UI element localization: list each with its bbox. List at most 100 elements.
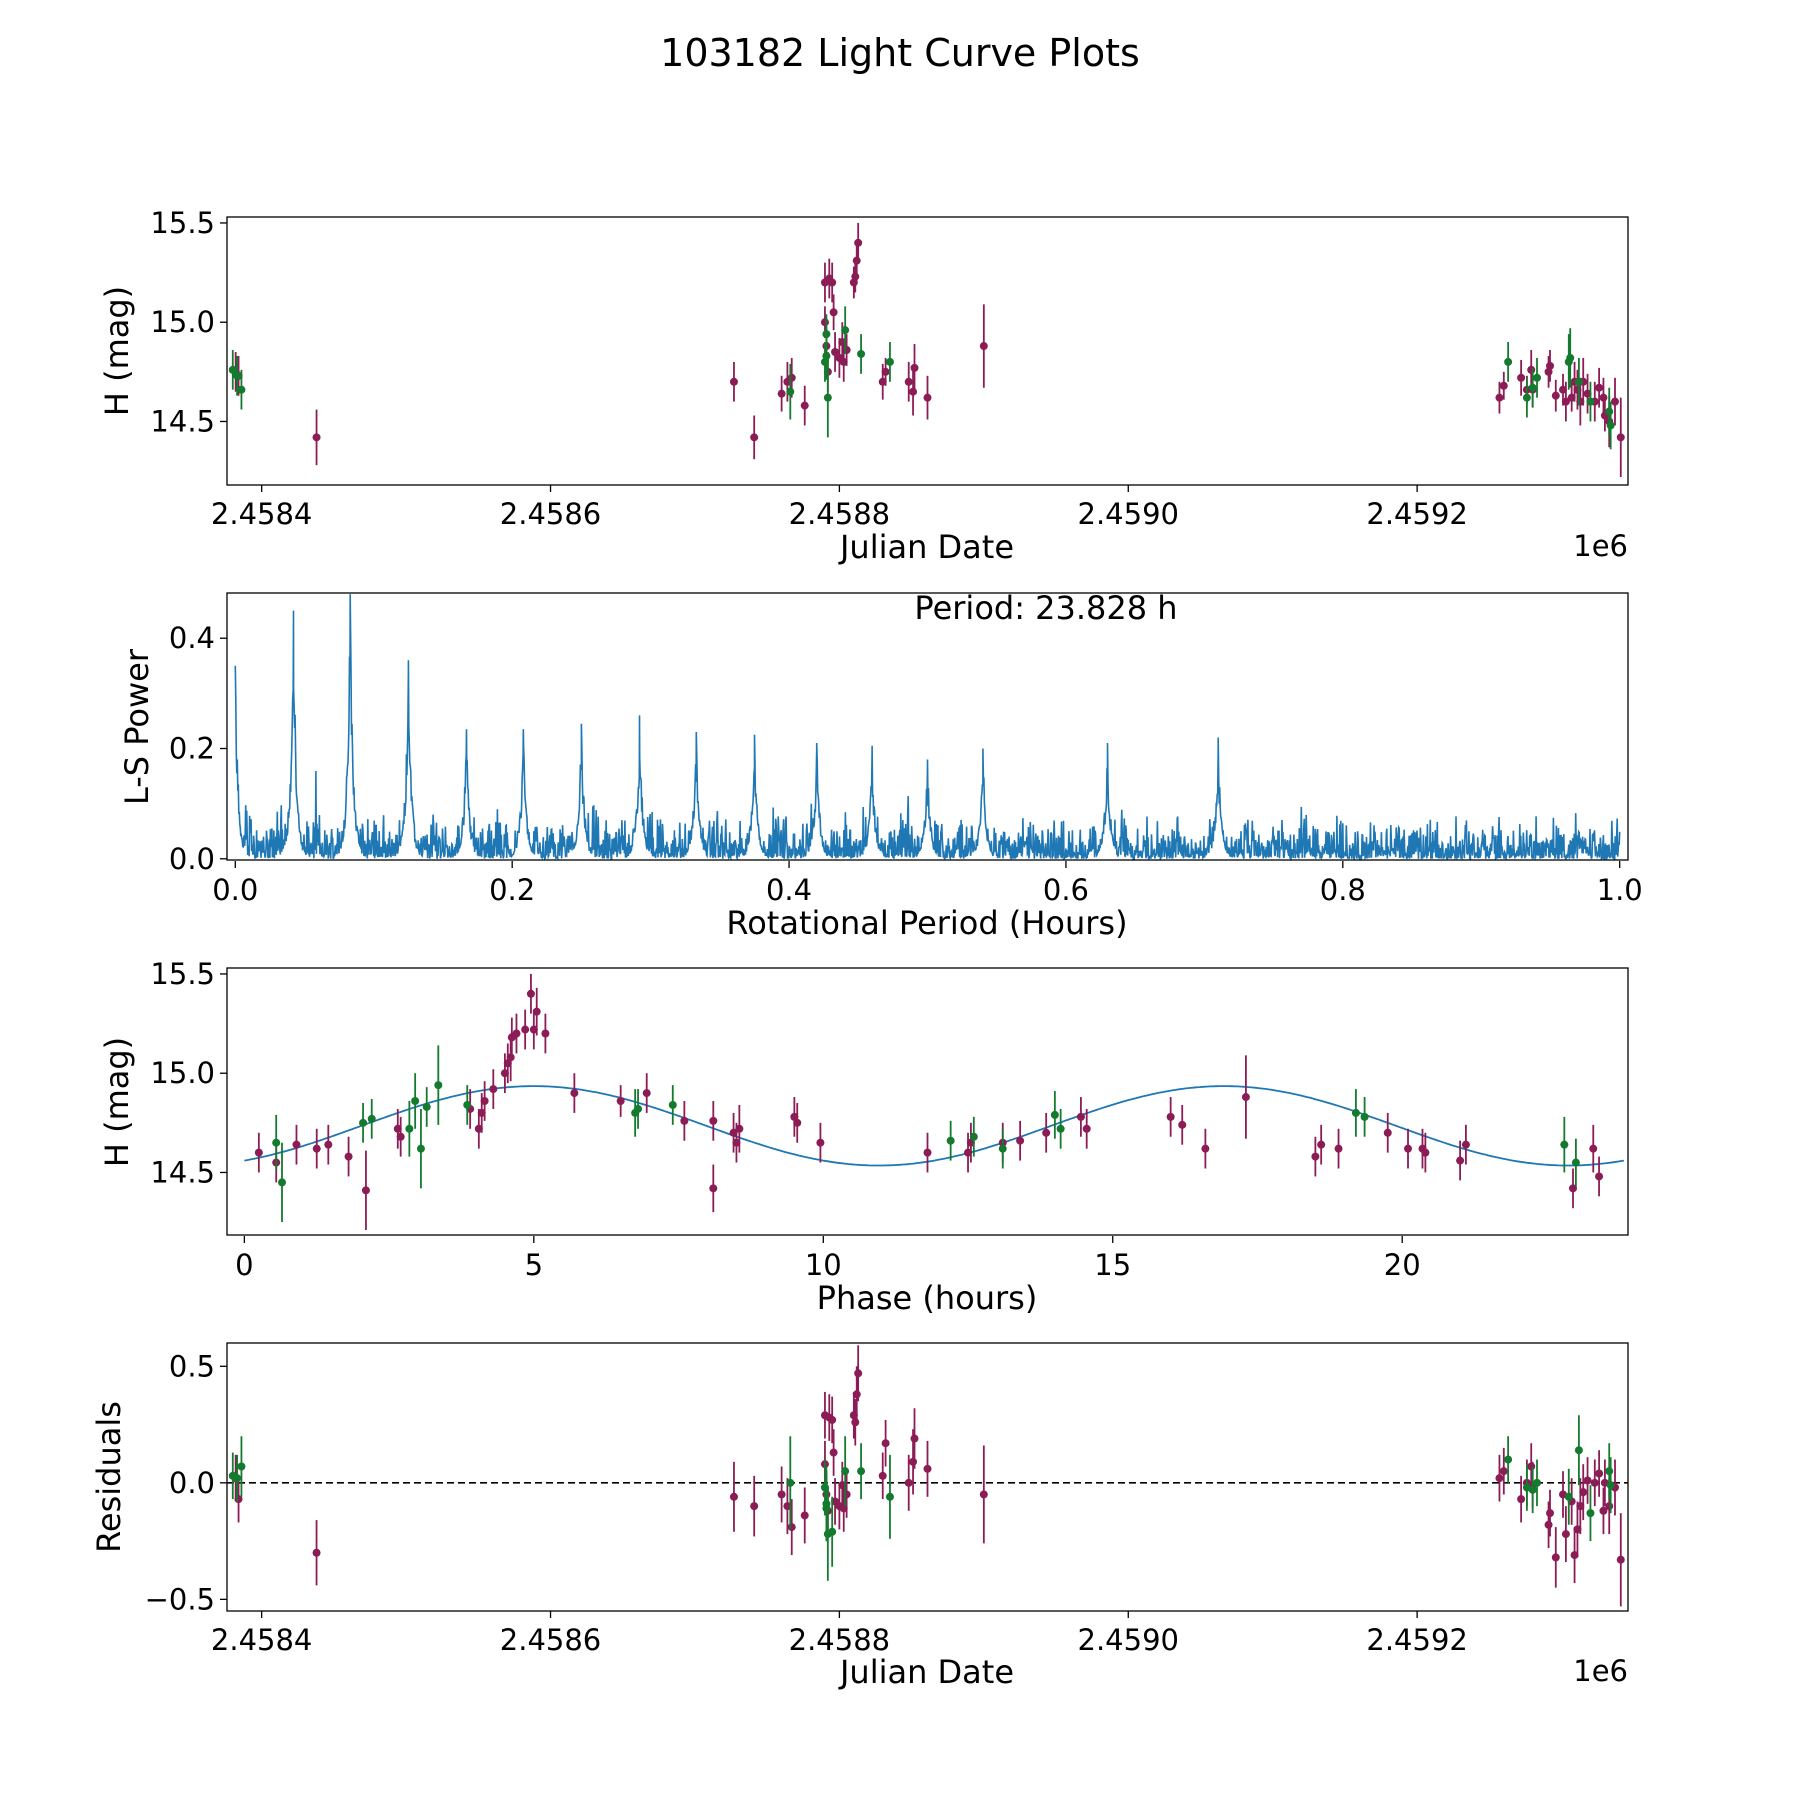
- period-annotation: Period: 23.828 h: [914, 589, 1177, 627]
- phased-point-purple: [541, 1029, 550, 1038]
- residuals-point-purple: [909, 1457, 918, 1466]
- lightcurve-point-green: [823, 393, 832, 402]
- residuals-point-green: [1533, 1478, 1542, 1487]
- residuals-point-purple: [1583, 1476, 1592, 1485]
- residuals-point-purple: [1616, 1555, 1625, 1564]
- residuals-ylabel: Residuals: [90, 1401, 128, 1553]
- residuals-point-purple: [729, 1492, 738, 1501]
- lightcurve-point-green: [841, 326, 850, 335]
- lightcurve-point-purple: [800, 401, 809, 410]
- phased-ylabel: H (mag): [98, 1037, 136, 1167]
- residuals-frame: [226, 1342, 1629, 1612]
- phased-point-green: [434, 1081, 443, 1090]
- lightcurve-point-purple: [851, 272, 860, 281]
- residuals-point-purple: [750, 1502, 759, 1511]
- lightcurve-point-green: [1566, 353, 1575, 362]
- residuals-point-purple: [829, 1448, 838, 1457]
- lightcurve-point-purple: [852, 256, 861, 265]
- phased-point-purple: [680, 1116, 689, 1125]
- lightcurve-xtick-label: 2.4590: [1078, 497, 1179, 531]
- lightcurve-point-purple: [1611, 397, 1620, 406]
- periodogram-xtick-label: 0.8: [1320, 873, 1366, 907]
- periodogram-ylabel: L-S Power: [118, 648, 156, 805]
- phased-point-green: [411, 1097, 420, 1106]
- phased-point-green: [1056, 1124, 1065, 1133]
- phased-point-purple: [344, 1152, 353, 1161]
- lightcurve-point-green: [1586, 397, 1595, 406]
- lightcurve-point-green: [1504, 357, 1513, 366]
- phased-point-purple: [709, 1184, 718, 1193]
- residuals-xtick-label: 2.4590: [1078, 1623, 1179, 1657]
- residuals-point-purple: [1551, 1553, 1560, 1562]
- residuals-point-green: [233, 1474, 242, 1483]
- residuals-point-purple: [312, 1548, 321, 1557]
- periodogram-line: [234, 594, 1621, 861]
- lightcurve-ylabel: H (mag): [98, 286, 136, 416]
- phased-point-purple: [1334, 1144, 1343, 1153]
- lightcurve-point-purple: [979, 342, 988, 351]
- lightcurve-point-green: [857, 349, 866, 358]
- phased-point-purple: [480, 1097, 489, 1106]
- phased-point-green: [1351, 1108, 1360, 1117]
- residuals-point-purple: [1605, 1502, 1614, 1511]
- lightcurve-point-green: [822, 351, 831, 360]
- phased-point-purple: [923, 1148, 932, 1157]
- lightcurve-xtick-label: 2.4592: [1366, 497, 1467, 531]
- residuals-point-purple: [910, 1434, 919, 1443]
- phased-point-purple: [793, 1118, 802, 1127]
- periodogram-xtick-label: 0.0: [212, 873, 258, 907]
- residuals-point-purple: [1599, 1506, 1608, 1515]
- lightcurve-point-purple: [750, 433, 759, 442]
- lightcurve-point-green: [1605, 407, 1614, 416]
- residuals-point-purple: [828, 1415, 837, 1424]
- residuals-point-green: [828, 1527, 837, 1536]
- phased-point-purple: [1404, 1144, 1413, 1153]
- lightcurve-point-green: [1528, 383, 1537, 392]
- residuals-point-green: [885, 1492, 894, 1501]
- phased-point-purple: [512, 1029, 521, 1038]
- residuals-point-green: [1504, 1455, 1513, 1464]
- residuals-point-purple: [1590, 1478, 1599, 1487]
- residuals-point-green: [786, 1478, 795, 1487]
- lightcurve-point-purple: [829, 308, 838, 317]
- lightcurve-point-purple: [787, 373, 796, 382]
- residuals-point-purple: [1561, 1530, 1570, 1539]
- phased-point-purple: [324, 1140, 333, 1149]
- phased-ytick-label: 14.5: [150, 1155, 215, 1189]
- residuals-ytick-label: 0.5: [169, 1349, 215, 1383]
- lightcurve-point-purple: [854, 238, 863, 247]
- figure-title: 103182 Light Curve Plots: [660, 31, 1140, 75]
- residuals-xtick-label: 2.4586: [500, 1623, 601, 1657]
- phased-point-purple: [642, 1089, 651, 1098]
- periodogram-marks: [234, 594, 1621, 861]
- periodogram-ytick-label: 0.2: [169, 732, 215, 766]
- residuals-ytick-label: 0.0: [169, 1466, 215, 1500]
- phased-point-purple: [396, 1132, 405, 1141]
- phased-point-purple: [1016, 1136, 1025, 1145]
- lightcurve-point-purple: [1599, 393, 1608, 402]
- phased-point-purple: [1456, 1156, 1465, 1165]
- phased-point-purple: [1383, 1128, 1392, 1137]
- phased-point-purple: [816, 1138, 825, 1147]
- lightcurve-panel: Julian Date H (mag) 1e6 2.4584 2.4586 2.45…: [98, 206, 1629, 566]
- phased-point-purple: [1178, 1120, 1187, 1129]
- periodogram-plot-area: [234, 594, 1621, 861]
- residuals-point-purple: [787, 1523, 796, 1532]
- lightcurve-marks: [228, 222, 1625, 478]
- lightcurve-point-purple: [904, 377, 913, 386]
- residuals-point-green: [1606, 1481, 1615, 1490]
- lightcurve-frame: [226, 216, 1629, 486]
- periodogram-ytick-label: 0.0: [169, 842, 215, 876]
- periodogram-xlabel: Rotational Period (Hours): [726, 904, 1127, 942]
- phased-point-purple: [1461, 1140, 1470, 1149]
- residuals-xtick-label: 2.4592: [1366, 1623, 1467, 1657]
- residuals-point-green: [1586, 1509, 1595, 1518]
- phased-point-green: [1560, 1140, 1569, 1149]
- phased-point-purple: [312, 1144, 321, 1153]
- residuals-point-purple: [881, 1439, 890, 1448]
- phased-point-purple: [1082, 1124, 1091, 1133]
- periodogram-panel: Rotational Period (Hours) L-S Power Peri…: [118, 589, 1643, 942]
- lightcurve-point-green: [237, 385, 246, 394]
- residuals-point-green: [857, 1467, 866, 1476]
